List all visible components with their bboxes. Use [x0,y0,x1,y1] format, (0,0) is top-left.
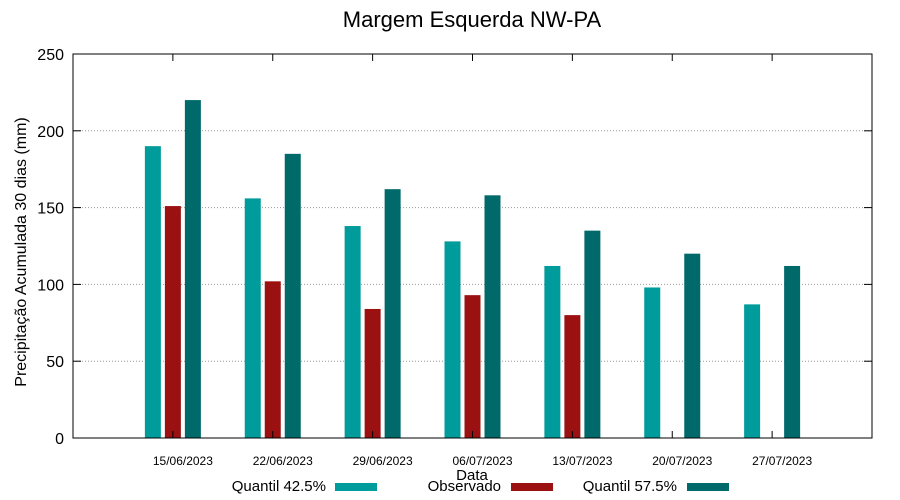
bar-quantil-42-5--4 [544,265,561,438]
bar-observado-0 [164,206,181,438]
x-axis-label: Data [456,467,488,484]
bar-observado-1 [264,281,281,438]
y-tick-label: 100 [37,277,64,294]
chart-title: Margem Esquerda NW-PA [343,7,602,32]
bar-quantil-57-5--2 [384,189,401,438]
legend: Quantil 42.5% Observado Quantil 57.5% [232,478,729,495]
legend-label: Quantil 57.5% [583,478,677,495]
bar-quantil-57-5--4 [584,230,601,438]
x-tick-label: 15/06/2023 [153,454,213,468]
bar-quantil-57-5--1 [284,153,301,438]
y-tick-label: 50 [46,354,64,371]
bar-quantil-42-5--6 [744,304,761,438]
x-tick-label: 13/07/2023 [552,454,612,468]
legend-swatch [687,483,729,491]
legend-swatch [511,483,553,491]
bar-quantil-57-5--5 [684,253,701,438]
bar-quantil-42-5--5 [644,287,661,438]
bar-quantil-57-5--3 [484,195,501,438]
plot-frame [72,53,873,439]
x-ticks: 15/06/2023 22/06/2023 29/06/2023 06/07/2023… [153,54,812,468]
legend-label: Quantil 42.5% [232,478,326,495]
bar-quantil-42-5--1 [244,198,261,438]
x-tick-label: 27/07/2023 [752,454,812,468]
y-tick-label: 150 [37,201,64,218]
y-tick-label: 250 [37,47,64,64]
x-tick-label: 20/07/2023 [652,454,712,468]
y-tick-label: 0 [55,431,64,448]
bar-observado-3 [464,295,481,438]
bar-observado-4 [564,315,581,438]
legend-swatch [335,483,377,491]
bar-quantil-42-5--0 [144,146,161,438]
x-tick-label: 06/07/2023 [452,454,512,468]
y-tick-label: 200 [37,124,64,141]
y-ticks: 0 50 100 150 200 250 [37,47,872,448]
bar-observado-2 [364,308,381,438]
bar-quantil-57-5--0 [184,100,201,438]
x-tick-label: 22/06/2023 [253,454,313,468]
bars [144,100,801,438]
x-tick-label: 29/06/2023 [353,454,413,468]
bar-quantil-57-5--6 [784,265,801,438]
legend-label: Observado [428,478,501,495]
y-axis-label: Precipitação Acumulada 30 dias (mm) [13,117,30,386]
bar-quantil-42-5--3 [444,241,461,438]
bar-quantil-42-5--2 [344,226,361,438]
